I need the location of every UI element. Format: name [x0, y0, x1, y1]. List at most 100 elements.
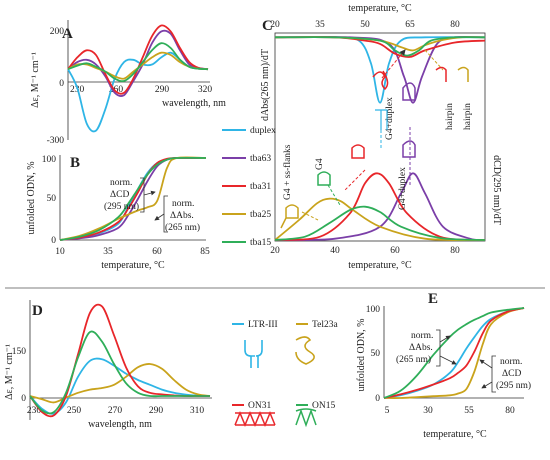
- panel-c-arrow-red-bottom: [344, 169, 366, 191]
- panel-c-plot: [274, 35, 486, 241]
- panel-d-series-on31: [29, 303, 210, 418]
- panel-a-ytick: 200: [50, 27, 65, 37]
- panel-d-ytick: 0: [21, 394, 26, 404]
- panel-e-ylabel: unfolded ODN, %: [356, 318, 367, 391]
- panel-e-xtick: 55: [464, 406, 474, 416]
- panel-c-g4-red-icon: [351, 144, 365, 159]
- panel-c-ylabel-bottom: dCD(295 nm)/dT: [491, 155, 502, 225]
- panel-e-series-ltr-iii: [383, 307, 525, 399]
- panel-e-anno-abs-3: (265 nm): [396, 354, 431, 365]
- panel-e-arrow-cd-1: [479, 359, 493, 369]
- panel-e: E 100 50 0 5 30 55 80 temperature, °C un…: [356, 291, 531, 440]
- panel-c-top-xtick: 35: [315, 20, 325, 30]
- tel23a-structure-icon: [295, 336, 315, 365]
- ltr-iii-structure-icon: [244, 340, 263, 368]
- on15-structure-icon: [295, 408, 317, 428]
- panel-d-series-on15: [29, 330, 210, 415]
- panel-c-bottom-xtick: 60: [390, 246, 400, 256]
- panel-a-series-tba15: [67, 42, 209, 83]
- panel-c-top-xtick: 20: [270, 20, 280, 30]
- panel-b: B 100 50 0 10 35 60 85 temperature, °C u…: [26, 155, 210, 271]
- panel-c-label-hairpin-gold: hairpin: [463, 103, 473, 130]
- panel-e-anno-abs-1: norm.: [411, 331, 433, 341]
- panel-d-series-tel23a: [29, 363, 211, 404]
- panel-a-letter: A: [62, 26, 73, 42]
- panel-e-series-on31: [383, 307, 525, 399]
- panel-e-ytick: 100: [366, 305, 381, 315]
- panel-e-arrow-cd-2: [481, 381, 493, 389]
- panel-c-g4-green-icon: [317, 171, 331, 186]
- panel-c-bottom-series-tba15: [274, 205, 486, 241]
- panel-c-bottom-series-tba25: [274, 197, 486, 241]
- panel-c-label-g4-duplex-bottom: G4+duplex: [398, 167, 408, 210]
- panel-c-g4-ssflanks-icon: [280, 204, 299, 229]
- panel-a-ylabel: Δε, M⁻¹ cm⁻¹: [30, 52, 41, 108]
- panel-e-series-on15: [383, 307, 525, 399]
- panel-d-xtick: 310: [190, 406, 205, 416]
- panel-e-xlabel: temperature, °C: [423, 429, 487, 440]
- panel-b-anno-cd-3: (295 nm): [104, 201, 139, 212]
- panel-c-bottom-series-tba31: [274, 172, 486, 241]
- panel-c-top-xlabel: temperature, °C: [348, 3, 412, 14]
- panel-a-xtick: 290: [155, 85, 170, 95]
- panel-c-bottom-xlabel: temperature, °C: [348, 260, 412, 271]
- panel-d-plot: [29, 303, 211, 418]
- panel-a-plot: [67, 24, 209, 133]
- panel-b-anno-cd-1: norm.: [110, 178, 132, 188]
- panel-c-top-xtick: 80: [450, 20, 460, 30]
- panel-c-bottom-xtick: 20: [270, 246, 280, 256]
- panel-e-series-tel23a: [383, 307, 525, 399]
- panel-b-anno-abs-3: (265 nm): [165, 222, 200, 233]
- panel-e-anno-cd-3: (295 nm): [496, 380, 531, 391]
- panel-c-arrow-gold-bottom: [301, 211, 319, 221]
- panel-d: D 150 0 230 250 270 290 310 wavelength, …: [4, 300, 338, 430]
- panel-c-hairpin-red-icon: [435, 66, 447, 82]
- panel-d-xtick: 250: [67, 406, 82, 416]
- panel-e-plot: [383, 307, 525, 399]
- panel-c-g4-duplex-purple-icon: [402, 82, 416, 101]
- panel-c-arrow-gold-top: [424, 49, 444, 71]
- panel-c-bottom-xtick: 80: [450, 246, 460, 256]
- legend-label-tba25: tba25: [250, 210, 271, 220]
- panel-d-ylabel: Δε, M⁻¹ cm⁻¹: [4, 344, 15, 400]
- panel-a-xtick: 260: [109, 85, 124, 95]
- panel-a-xtick: 320: [198, 85, 213, 95]
- panel-c: C temperature, °C 20 35 50 65 80 20 40 6…: [260, 3, 502, 271]
- panel-c-duplex-icon: [375, 109, 388, 130]
- panel-a-series-tba63: [67, 29, 209, 97]
- panel-d-ytick: 150: [12, 347, 27, 357]
- panel-e-arrow-abs-2: [439, 355, 457, 365]
- panel-d-legend: LTR-III Tel23a ON31 ON15: [232, 320, 338, 411]
- panel-e-bracket-abs: [436, 329, 441, 367]
- panel-c-frame: [274, 32, 486, 242]
- panel-b-series-tba15: [59, 156, 207, 241]
- panel-a-xlabel: wavelength, nm: [162, 98, 226, 109]
- panel-c-top-series-tba63: [274, 35, 486, 104]
- panel-c-bottom-xtick: 40: [330, 246, 340, 256]
- panel-d-legend-label-on31: ON31: [248, 401, 271, 411]
- legend-label-duplex: duplex: [250, 126, 276, 136]
- panel-c-label-hairpin-red: hairpin: [445, 103, 455, 130]
- panel-a-ytick: -300: [47, 136, 65, 146]
- panel-a-ytick: 0: [59, 79, 64, 89]
- panel-b-xtick: 35: [103, 247, 113, 257]
- panel-b-ytick: 0: [51, 236, 56, 246]
- panel-d-legend-label-ltr-iii: LTR-III: [248, 320, 278, 330]
- panel-e-anno-abs-2: ΔAbs.: [409, 343, 433, 353]
- panel-c-hairpin-gold-icon: [457, 66, 469, 82]
- panel-e-anno-cd-1: norm.: [500, 357, 522, 367]
- panel-b-ylabel: unfolded ODN, %: [26, 161, 37, 234]
- panel-c-top-series-duplex: [274, 36, 486, 104]
- main-legend: duplex tba63 tba31 tba25 tba15: [222, 126, 276, 248]
- panel-e-anno-cd-2: ΔCD: [502, 369, 521, 379]
- panel-b-ytick: 100: [42, 155, 57, 165]
- panel-c-bottom-series-tba63: [274, 172, 486, 241]
- panel-b-letter: B: [70, 155, 80, 171]
- panel-e-ytick: 50: [371, 349, 381, 359]
- panel-b-arrow-abs: [154, 213, 165, 221]
- panel-c-g4-duplex-icon: [372, 70, 389, 91]
- panel-a: A 200 0 -300 230 260 290 320 wavelength,…: [30, 20, 226, 146]
- panel-b-xtick: 10: [55, 247, 65, 257]
- panel-e-bracket-cd: [491, 355, 496, 393]
